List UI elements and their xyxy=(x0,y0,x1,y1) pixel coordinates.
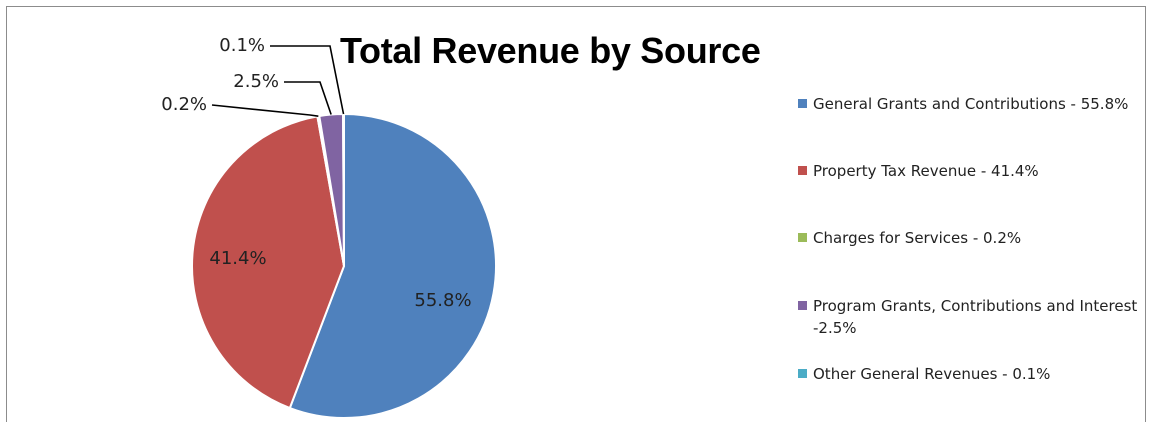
legend-item-general-grants: General Grants and Contributions - 55.8% xyxy=(798,93,1138,115)
chart-title: Total Revenue by Source xyxy=(340,30,761,71)
legend-label-other-general-revenues: Other General Revenues - 0.1% xyxy=(813,365,1051,383)
legend-item-other-general-revenues: Other General Revenues - 0.1% xyxy=(798,363,1138,385)
legend-swatch-other-general-revenues xyxy=(798,369,807,378)
pie-slice-property-tax xyxy=(191,115,346,410)
data-label-program-grants: 2.5% xyxy=(233,71,279,92)
data-label-other-general-revenues: 0.1% xyxy=(219,35,265,56)
legend-label-charges-for-services: Charges for Services - 0.2% xyxy=(813,229,1022,247)
legend-item-property-tax: Property Tax Revenue - 41.4% xyxy=(798,160,1138,182)
leader-line-program-grants xyxy=(284,81,332,115)
legend-item-program-grants: Program Grants, Contributions and Intere… xyxy=(798,295,1138,339)
data-label-charges-for-services: 0.2% xyxy=(161,94,207,115)
chart-frame xyxy=(6,6,1146,422)
legend-label-program-grants: Program Grants, Contributions and Intere… xyxy=(813,297,1138,337)
legend-item-charges-for-services: Charges for Services - 0.2% xyxy=(798,227,1138,249)
leader-line-charges-for-services xyxy=(211,104,319,117)
legend-swatch-charges-for-services xyxy=(798,233,807,242)
legend-swatch-general-grants xyxy=(798,99,807,108)
data-label-general-grants: 55.8% xyxy=(414,290,471,311)
legend-label-general-grants: General Grants and Contributions - 55.8% xyxy=(813,95,1129,113)
legend-swatch-property-tax xyxy=(798,166,807,175)
legend-label-property-tax: Property Tax Revenue - 41.4% xyxy=(813,162,1039,180)
legend-swatch-program-grants xyxy=(798,301,807,310)
leader-line-other-general-revenues xyxy=(270,45,345,115)
pie-slice-other-general-revenues xyxy=(342,112,345,267)
pie-slice-general-grants xyxy=(288,112,497,419)
data-label-property-tax: 41.4% xyxy=(209,248,266,269)
